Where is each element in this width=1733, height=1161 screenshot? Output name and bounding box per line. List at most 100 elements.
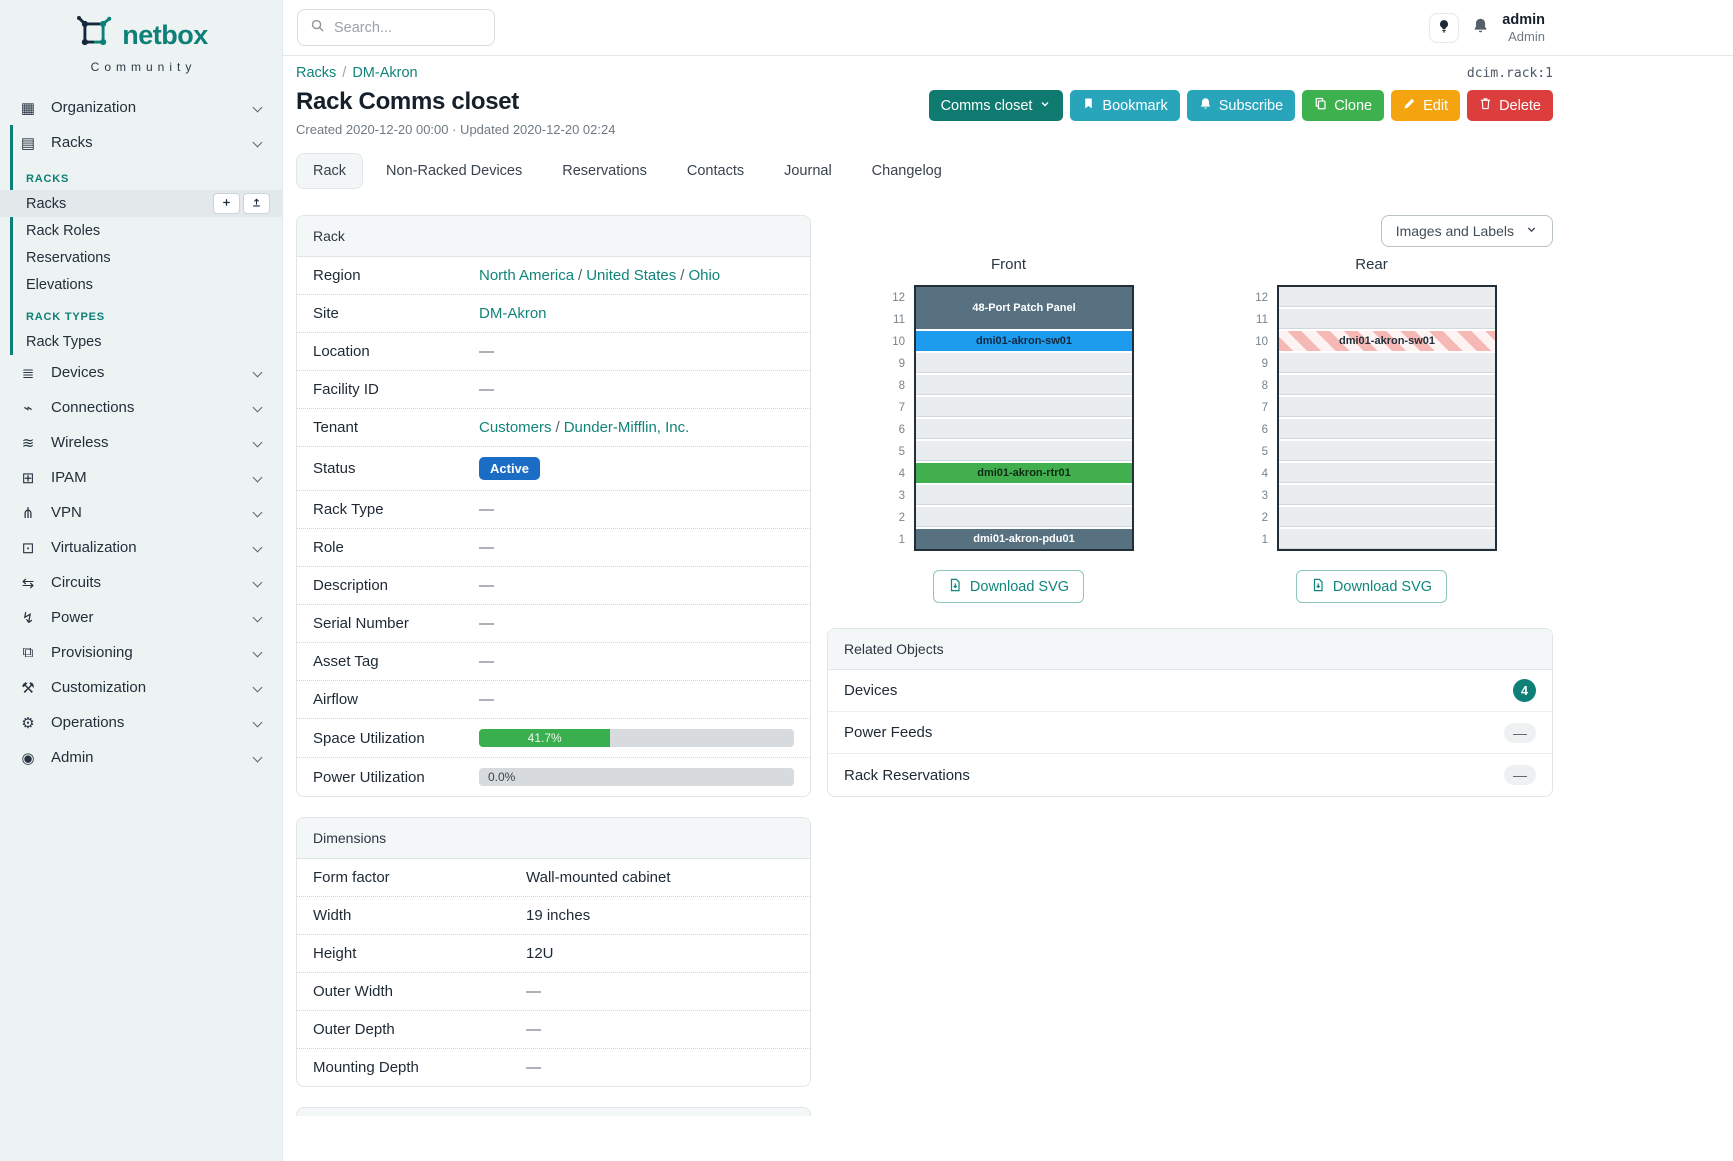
- related-row-label: Devices: [844, 682, 898, 699]
- sidebar-link-label: Rack Types: [26, 333, 102, 350]
- attr-value: 12U: [526, 945, 554, 962]
- sidebar-item-devices[interactable]: ≣ Devices: [10, 355, 272, 390]
- sidebar-item-admin[interactable]: ◉ Admin: [10, 740, 272, 775]
- sidebar-item-operations[interactable]: ⚙ Operations: [10, 705, 272, 740]
- dimensions-panel-title: Dimensions: [297, 818, 810, 859]
- attr-value: Customers / Dunder-Mifflin, Inc.: [479, 419, 794, 436]
- sidebar-item-rack-roles[interactable]: Rack Roles: [13, 217, 272, 244]
- value-link-united-states[interactable]: United States: [586, 267, 677, 284]
- rack-unit-empty: [1279, 309, 1495, 329]
- file-download-icon: [1311, 578, 1325, 596]
- theme-toggle-button[interactable]: [1429, 12, 1460, 43]
- sidebar-item-customization[interactable]: ⚒ Customization: [10, 670, 272, 705]
- sidebar-link-label: Rack Roles: [26, 222, 101, 239]
- unit-number: 11: [1256, 314, 1268, 326]
- sidebar-link-label: Reservations: [26, 249, 111, 266]
- chevron-down-icon: [252, 542, 263, 553]
- rear-unit-numbers: 12 11 10 9 8 7 6 5 4 3 2 1: [1246, 285, 1268, 551]
- breadcrumb-separator: /: [342, 65, 347, 81]
- unit-number: 6: [1261, 424, 1268, 436]
- empty-value: —: [479, 539, 494, 556]
- search-icon: [310, 18, 325, 38]
- sidebar-item-power[interactable]: ↯ Power: [10, 600, 272, 635]
- tab-rack[interactable]: Rack: [296, 153, 364, 189]
- unit-number: 7: [1261, 402, 1268, 414]
- sidebar-item-label: Racks: [51, 134, 93, 151]
- sidebar-item-organization[interactable]: ▦ Organization: [10, 90, 272, 125]
- sidebar-item-circuits[interactable]: ⇆ Circuits: [10, 565, 272, 600]
- empty-value: —: [479, 381, 494, 398]
- attr-label: Region: [313, 267, 361, 284]
- chevron-down-icon: [252, 717, 263, 728]
- bookmark-button[interactable]: Bookmark: [1070, 90, 1180, 121]
- attr-value: 0.0%: [479, 768, 794, 786]
- value-link-ohio[interactable]: Ohio: [688, 267, 721, 284]
- sidebar-item-connections[interactable]: ⌁ Connections: [10, 390, 272, 425]
- tab-non-racked-devices[interactable]: Non-Racked Devices: [386, 163, 523, 179]
- rack-unit-device-48-port-patch-panel-front[interactable]: 48-Port Patch Panel: [916, 287, 1132, 329]
- value-link-dunder-mifflin-inc[interactable]: Dunder-Mifflin, Inc.: [563, 419, 690, 436]
- rack-unit-device-dmi01-akron-pdu01-front[interactable]: dmi01-akron-pdu01: [916, 529, 1132, 549]
- empty-value: —: [479, 653, 494, 670]
- attr-label: Space Utilization: [313, 729, 425, 747]
- tab-bar: Rack Non-Racked Devices Reservations Contac…: [296, 153, 1553, 189]
- unit-number: 12: [1255, 292, 1268, 304]
- related-row-power-feeds[interactable]: Power Feeds —: [828, 712, 1552, 754]
- sidebar-item-wireless[interactable]: ≋ Wireless: [10, 425, 272, 460]
- delete-button[interactable]: Delete: [1467, 90, 1553, 121]
- clone-button[interactable]: Clone: [1302, 90, 1385, 121]
- related-row-devices[interactable]: Devices 4: [828, 670, 1552, 712]
- search-box[interactable]: [297, 9, 495, 46]
- sidebar-item-rack-types[interactable]: Rack Types: [13, 328, 272, 355]
- sidebar-link-label: Racks: [26, 195, 67, 212]
- rack-attr-row-description: Description —: [297, 567, 810, 605]
- sidebar-item-ipam[interactable]: ⊞ IPAM: [10, 460, 272, 495]
- breadcrumb-link-dm-akron[interactable]: DM-Akron: [352, 65, 418, 81]
- value-link-north-america[interactable]: North America: [479, 267, 575, 284]
- sidebar-item-racks[interactable]: ▤ Racks: [13, 125, 272, 160]
- chevron-down-icon: [252, 682, 263, 693]
- add-rack-button[interactable]: [213, 193, 240, 214]
- rack-unit-empty: [1279, 397, 1495, 417]
- tab-contacts[interactable]: Contacts: [686, 163, 745, 179]
- rack-unit-device-dmi01-akron-sw01-rear[interactable]: dmi01-akron-sw01: [1279, 331, 1495, 351]
- unit-number: 5: [1261, 446, 1268, 458]
- device-label: dmi01-akron-pdu01: [973, 533, 1075, 545]
- sidebar-item-virtualization[interactable]: ⊡ Virtualization: [10, 530, 272, 565]
- attr-value: —: [479, 501, 794, 518]
- clone-button-label: Clone: [1334, 97, 1373, 114]
- sidebar-item-provisioning[interactable]: ⧉ Provisioning: [10, 635, 272, 670]
- download-svg-rear-button[interactable]: Download SVG: [1295, 570, 1448, 603]
- user-menu[interactable]: admin Admin: [1502, 12, 1545, 44]
- subscribe-button[interactable]: Subscribe: [1186, 90, 1296, 121]
- related-row-rack-reservations[interactable]: Rack Reservations —: [828, 754, 1552, 796]
- sidebar-item-racks[interactable]: Racks: [0, 190, 282, 217]
- copy-icon: [1314, 97, 1327, 114]
- notifications-bell[interactable]: [1472, 17, 1489, 39]
- tab-journal[interactable]: Journal: [784, 163, 832, 179]
- sidebar-item-elevations[interactable]: Elevations: [13, 271, 272, 298]
- sidebar-item-reservations[interactable]: Reservations: [13, 244, 272, 271]
- value-link-customers[interactable]: Customers: [479, 419, 552, 436]
- unit-number: 3: [898, 490, 905, 502]
- search-input[interactable]: [334, 19, 482, 36]
- value-link-dm-akron[interactable]: DM-Akron: [479, 305, 547, 322]
- rack-panel: Rack Region North America / United States / O…: [296, 215, 811, 797]
- tab-changelog[interactable]: Changelog: [871, 163, 942, 179]
- elevation-display-dropdown[interactable]: Images and Labels: [1380, 215, 1553, 247]
- trash-icon: [1479, 97, 1492, 114]
- download-svg-front-button[interactable]: Download SVG: [932, 570, 1085, 603]
- netbox-logo[interactable]: netbox Community: [0, 0, 282, 76]
- empty-value: —: [479, 691, 494, 708]
- comms-closet-dropdown[interactable]: Comms closet: [928, 90, 1064, 121]
- import-racks-button[interactable]: [243, 193, 270, 214]
- rack-unit-device-dmi01-akron-sw01-front[interactable]: dmi01-akron-sw01: [916, 331, 1132, 351]
- related-objects-panel: Related Objects Devices 4 Power Feeds — Rack…: [827, 628, 1553, 797]
- sidebar-item-vpn[interactable]: ⋔ VPN: [10, 495, 272, 530]
- tab-reservations[interactable]: Reservations: [562, 163, 647, 179]
- rack-unit-device-dmi01-akron-rtr01-front[interactable]: dmi01-akron-rtr01: [916, 463, 1132, 483]
- breadcrumb-link-racks[interactable]: Racks: [296, 65, 337, 81]
- edit-button[interactable]: Edit: [1391, 90, 1461, 121]
- unit-number: 2: [898, 512, 905, 524]
- chevron-down-icon: [252, 367, 263, 378]
